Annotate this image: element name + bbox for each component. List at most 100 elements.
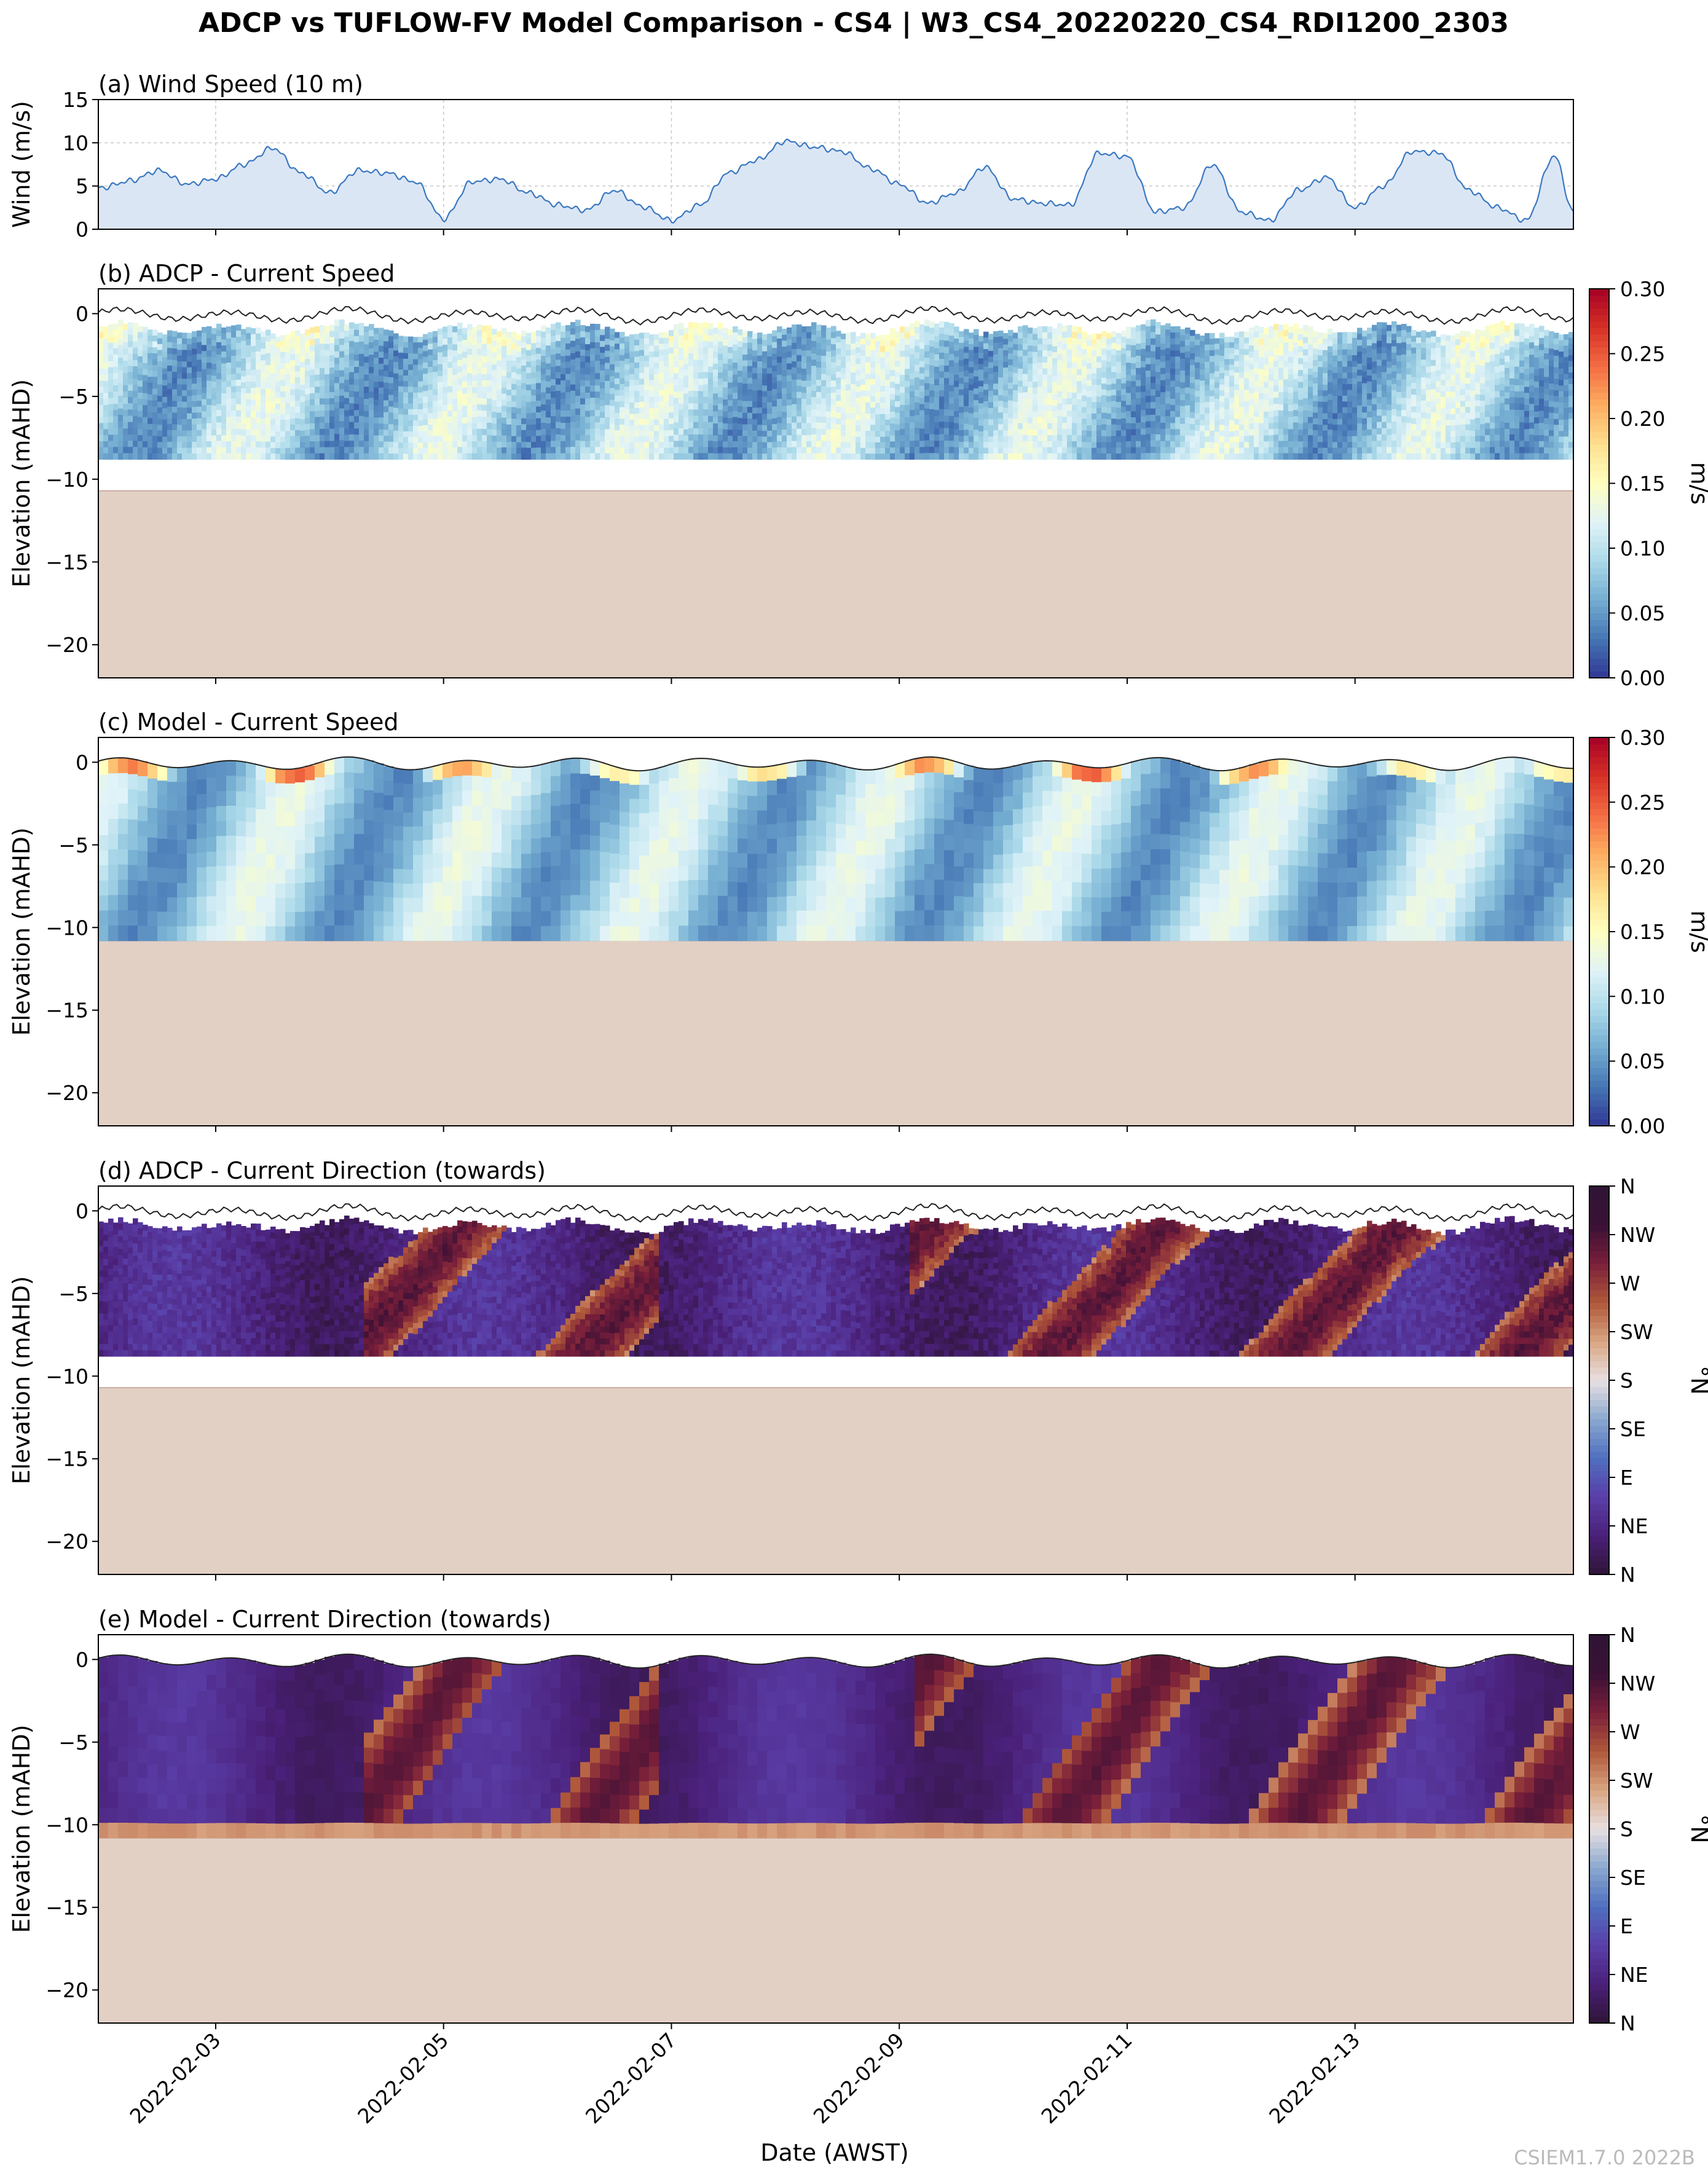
heatmap-cell: [801, 356, 807, 363]
heatmap-cell: [777, 338, 782, 345]
heatmap-cell: [905, 405, 910, 412]
heatmap-cell: [1096, 407, 1102, 414]
heatmap-cell: [1023, 380, 1028, 387]
heatmap-cell: [172, 395, 178, 402]
heatmap-cell: [433, 366, 438, 372]
heatmap-cell: [1151, 408, 1156, 415]
heatmap-cell: [752, 356, 758, 363]
heatmap-cell: [767, 367, 773, 374]
heatmap-cell: [1072, 441, 1077, 448]
heatmap-cell: [1077, 405, 1082, 412]
heatmap-cell: [580, 422, 586, 430]
heatmap-cell: [590, 323, 596, 331]
heatmap-cell: [880, 414, 886, 420]
heatmap-cell: [438, 352, 443, 359]
heatmap-cell: [1047, 393, 1053, 399]
heatmap-cell: [998, 354, 1004, 361]
heatmap-cell: [344, 385, 350, 393]
heatmap-cell: [1160, 428, 1166, 436]
heatmap-cell: [108, 422, 114, 430]
heatmap-cell: [359, 360, 364, 367]
heatmap-cell: [143, 387, 148, 394]
heatmap-cell: [133, 329, 138, 336]
heatmap-cell: [447, 417, 453, 423]
heatmap-cell: [649, 436, 655, 443]
heatmap-cell: [782, 441, 787, 448]
heatmap-cell: [354, 453, 360, 460]
heatmap-cell: [103, 345, 109, 352]
heatmap-cell: [1028, 435, 1033, 442]
heatmap-cell: [325, 362, 330, 369]
heatmap-cell: [285, 425, 291, 432]
heatmap-cell: [270, 379, 276, 386]
heatmap-cell: [310, 369, 315, 376]
heatmap-cell: [315, 350, 320, 357]
heatmap-cell: [870, 356, 876, 363]
heatmap-cell: [767, 436, 773, 443]
heatmap-cell: [556, 415, 561, 423]
heatmap-cell: [1067, 422, 1072, 430]
heatmap-cell: [600, 430, 605, 436]
heatmap-cell: [1131, 345, 1136, 352]
heatmap-cell: [600, 441, 605, 448]
heatmap-cell: [929, 353, 935, 360]
heatmap-cell: [1042, 435, 1048, 442]
heatmap-cell: [929, 434, 935, 441]
heatmap-cell: [836, 354, 841, 361]
heatmap-cell: [585, 356, 591, 363]
heatmap-cell: [138, 411, 143, 418]
heatmap-cell: [742, 453, 748, 460]
heatmap-cell: [143, 435, 148, 442]
heatmap-cell: [1180, 412, 1186, 418]
heatmap-cell: [939, 352, 945, 360]
heatmap-cell: [983, 454, 989, 460]
heatmap-cell: [1082, 395, 1087, 402]
heatmap-cell: [315, 453, 320, 460]
heatmap-cell: [167, 342, 173, 348]
heatmap-cell: [1155, 366, 1161, 372]
heatmap-cell: [261, 366, 266, 372]
heatmap-cell: [246, 441, 251, 448]
heatmap-cell: [1155, 378, 1161, 385]
heatmap-cell: [806, 350, 812, 357]
heatmap-cell: [846, 425, 851, 431]
heatmap-cell: [551, 379, 556, 386]
heatmap-cell: [620, 355, 625, 361]
heatmap-cell: [1121, 377, 1127, 384]
heatmap-cell: [772, 365, 777, 372]
heatmap-cell: [615, 413, 620, 420]
heatmap-cell: [565, 355, 571, 363]
heatmap-cell: [806, 374, 812, 381]
heatmap-cell: [674, 434, 679, 442]
heatmap-cell: [806, 393, 812, 399]
heatmap-cell: [767, 362, 773, 369]
heatmap-cell: [787, 381, 792, 388]
heatmap-cell: [1033, 375, 1038, 382]
heatmap-cell: [664, 447, 669, 454]
heatmap-cell: [285, 346, 291, 353]
heatmap-cell: [1190, 336, 1195, 342]
heatmap-cell: [398, 336, 404, 342]
heatmap-cell: [939, 371, 945, 379]
heatmap-cell: [836, 366, 841, 372]
heatmap-cell: [384, 447, 389, 454]
heatmap-cell: [148, 400, 153, 407]
heatmap-cell: [211, 453, 217, 460]
heatmap-cell: [738, 430, 743, 436]
heatmap-cell: [452, 423, 458, 430]
heatmap-cell: [1146, 364, 1151, 371]
heatmap-cell: [565, 447, 571, 454]
heatmap-cell: [256, 333, 261, 340]
heatmap-cell: [541, 441, 546, 448]
heatmap-cell: [890, 453, 895, 460]
heatmap-cell: [472, 435, 478, 442]
heatmap-cell: [379, 382, 384, 388]
heatmap-cell: [256, 399, 261, 406]
heatmap-cell: [344, 422, 350, 430]
heatmap-cell: [369, 422, 374, 429]
heatmap-cell: [374, 411, 379, 418]
heatmap-cell: [546, 399, 551, 406]
heatmap-cell: [452, 374, 458, 382]
heatmap-cell: [811, 422, 817, 429]
heatmap-cell: [482, 380, 487, 387]
